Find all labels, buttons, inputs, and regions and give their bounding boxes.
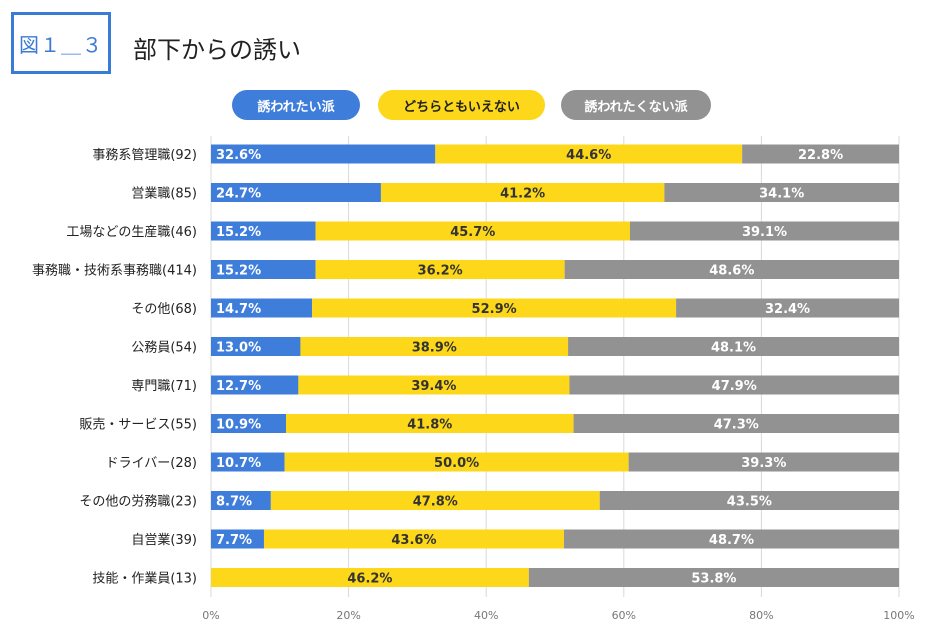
- data-label: 32.6%: [216, 148, 261, 163]
- category-label: 販売・サービス(55): [79, 417, 197, 433]
- x-tick-label: 0%: [202, 609, 219, 622]
- data-label: 34.1%: [759, 187, 804, 202]
- data-label: 48.6%: [709, 264, 754, 279]
- category-label: その他の労務職(23): [79, 495, 197, 510]
- data-label: 15.2%: [216, 264, 261, 279]
- data-label: 43.6%: [391, 533, 436, 548]
- bar-segment: [211, 221, 316, 241]
- bar-segment: [312, 298, 677, 318]
- bar-segment: [628, 452, 899, 472]
- bar-segment: [211, 337, 301, 356]
- legend: 誘われたい派 どちらともいえない 誘われたくない派: [0, 90, 929, 120]
- bar-segment: [211, 375, 299, 395]
- bar-segment: [573, 414, 899, 433]
- data-label: 43.5%: [727, 495, 772, 510]
- data-label: 53.8%: [691, 572, 736, 587]
- data-label: 12.7%: [216, 379, 261, 394]
- data-label: 39.4%: [411, 379, 456, 394]
- bar-segment: [211, 491, 271, 510]
- data-label: 39.1%: [742, 225, 787, 240]
- x-tick-label: 80%: [749, 609, 773, 622]
- category-label: 技能・作業員(13): [92, 571, 197, 587]
- data-label: 41.2%: [500, 187, 545, 202]
- data-label: 38.9%: [412, 341, 457, 356]
- data-label: 13.0%: [216, 341, 261, 356]
- x-tick-label: 20%: [336, 609, 360, 622]
- bar-segment: [564, 260, 899, 279]
- data-label: 10.9%: [216, 418, 261, 433]
- data-label: 15.2%: [216, 225, 261, 240]
- legend-item-neutral: どちらともいえない: [378, 90, 545, 120]
- bar-segment: [563, 529, 899, 549]
- category-label: ドライバー(28): [106, 456, 197, 471]
- bar-segment: [211, 529, 264, 549]
- data-label: 48.7%: [709, 533, 754, 548]
- category-label: 専門職(71): [131, 379, 197, 394]
- data-label: 39.3%: [741, 456, 786, 471]
- bar-segment: [270, 491, 600, 510]
- bar-segment: [211, 183, 381, 202]
- bar-segment: [676, 298, 899, 318]
- data-label: 14.7%: [216, 302, 261, 317]
- bar-segment: [211, 414, 286, 433]
- bar-segment: [569, 375, 899, 395]
- data-label: 8.7%: [216, 495, 252, 510]
- data-label: 48.1%: [711, 341, 756, 356]
- data-label: 7.7%: [216, 533, 252, 548]
- bar-segment: [211, 568, 529, 587]
- bar-segment: [315, 221, 630, 241]
- chart-title: 部下からの誘い: [133, 36, 301, 64]
- data-label: 22.8%: [798, 148, 843, 163]
- data-label: 45.7%: [450, 225, 495, 240]
- bar-segment: [263, 529, 564, 549]
- bar-segment: [664, 183, 899, 202]
- data-label: 47.8%: [413, 495, 458, 510]
- bar-segment: [599, 491, 899, 510]
- data-label: 24.7%: [216, 187, 261, 202]
- bar-segment: [285, 414, 574, 433]
- bar-segment: [568, 337, 899, 356]
- category-label: 事務系管理職(92): [92, 148, 197, 163]
- bar-segment: [315, 260, 565, 279]
- category-label: 営業職(85): [131, 186, 197, 202]
- legend-item-want: 誘われたい派: [232, 90, 360, 120]
- category-label: 工場などの生産職(46): [66, 224, 197, 240]
- x-tick-label: 100%: [883, 609, 914, 622]
- data-label: 50.0%: [434, 456, 479, 471]
- data-label: 46.2%: [347, 572, 392, 587]
- legend-item-not: 誘われたくない派: [561, 90, 711, 120]
- bar-segment: [435, 144, 743, 164]
- bar-segment: [298, 375, 570, 395]
- bar-segment: [284, 452, 629, 472]
- bar-segment: [742, 144, 899, 164]
- data-label: 10.7%: [216, 456, 261, 471]
- bar-segment: [211, 452, 285, 472]
- bar-segment: [528, 568, 899, 587]
- figure-label: 図１＿３: [11, 12, 111, 74]
- data-label: 44.6%: [566, 148, 611, 163]
- data-label: 32.4%: [765, 302, 810, 317]
- data-label: 47.9%: [712, 379, 757, 394]
- bar-segment: [629, 221, 899, 241]
- category-label: 事務職・技術系事務職(414): [32, 264, 197, 279]
- x-tick-label: 60%: [612, 609, 636, 622]
- data-label: 36.2%: [418, 264, 463, 279]
- bar-segment: [211, 298, 313, 318]
- data-label: 52.9%: [472, 302, 517, 317]
- category-label: 公務員(54): [131, 341, 197, 356]
- bar-segment: [211, 144, 436, 164]
- bar-segment: [211, 260, 316, 279]
- data-label: 41.8%: [407, 418, 452, 433]
- bar-segment: [380, 183, 665, 202]
- bar-segment: [300, 337, 569, 356]
- category-label: その他(68): [131, 302, 197, 317]
- x-tick-label: 40%: [474, 609, 498, 622]
- category-label: 自営業(39): [131, 532, 197, 548]
- data-label: 47.3%: [714, 418, 759, 433]
